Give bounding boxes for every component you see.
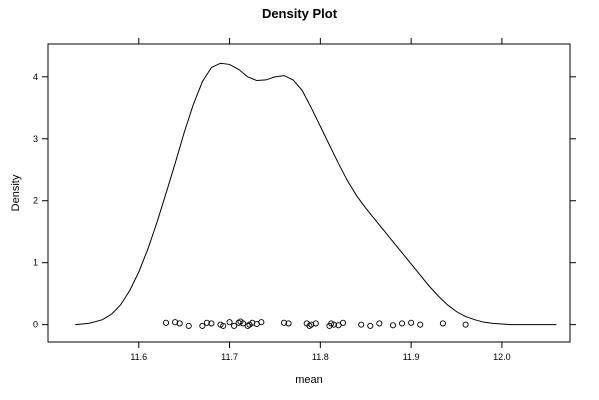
- y-tick-label: 4: [33, 72, 38, 82]
- chart-title: Density Plot: [262, 6, 338, 21]
- rug-point: [220, 322, 227, 329]
- rug-point: [417, 321, 424, 328]
- rug-point: [376, 320, 383, 327]
- plot-frame: [47, 43, 571, 343]
- x-tick-label: 11.6: [130, 352, 147, 362]
- rug-point: [280, 319, 288, 326]
- rug-point: [367, 322, 374, 329]
- x-tick-label: 11.7: [221, 352, 238, 362]
- rug-point: [462, 321, 469, 328]
- rug-point: [358, 321, 365, 328]
- rug-point: [162, 319, 170, 326]
- rug-point: [398, 320, 406, 327]
- rug-point: [439, 320, 446, 327]
- density-curve: [75, 62, 557, 326]
- rug-point: [330, 321, 338, 328]
- rug-point: [240, 320, 247, 327]
- x-axis-label: mean: [295, 374, 323, 386]
- rug-point: [176, 320, 183, 327]
- x-tick-label: 11.8: [312, 352, 329, 362]
- y-tick-label: 2: [33, 196, 38, 206]
- rug-point: [203, 319, 210, 326]
- y-tick-label: 3: [33, 134, 38, 144]
- rug-point: [408, 319, 415, 326]
- rug-point: [208, 320, 215, 327]
- rug-point: [335, 322, 342, 329]
- x-tick-label: 11.9: [403, 352, 420, 362]
- y-tick-label: 1: [33, 258, 38, 268]
- rug-point: [285, 320, 292, 327]
- rug-point: [312, 320, 319, 327]
- rug-point: [339, 319, 347, 326]
- rug-point: [199, 322, 206, 329]
- axis-ticks: [42, 38, 576, 348]
- axis-tick-labels: 11.6 11.7 11.8 11.9 12.0 0 1 2 3 4: [33, 72, 511, 362]
- rug-point: [231, 322, 238, 329]
- rug-point: [258, 319, 265, 326]
- y-axis-label: Density: [10, 174, 22, 211]
- x-tick-label: 12.0: [493, 352, 511, 362]
- rug-point: [328, 320, 335, 327]
- rug-points: [162, 318, 469, 329]
- rug-point: [185, 322, 192, 329]
- rug-point: [389, 322, 397, 329]
- rug-point: [226, 319, 233, 326]
- y-tick-label: 0: [33, 320, 38, 330]
